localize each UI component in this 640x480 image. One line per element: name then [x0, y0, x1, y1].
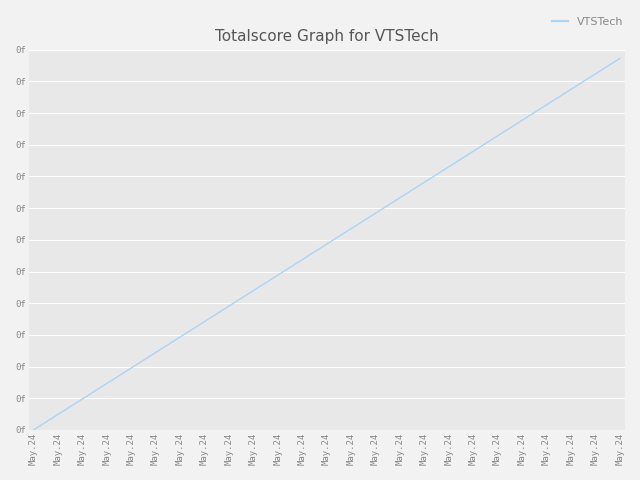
- VTSTech: [152, 350, 159, 356]
- VTSTech: [79, 396, 86, 402]
- VTSTech: [493, 133, 501, 139]
- VTSTech: [200, 319, 208, 324]
- VTSTech: [591, 71, 599, 77]
- VTSTech: [396, 195, 404, 201]
- VTSTech: [127, 365, 135, 371]
- Line: VTSTech: VTSTech: [33, 59, 620, 430]
- Title: Totalscore Graph for VTSTech: Totalscore Graph for VTSTech: [214, 29, 438, 44]
- VTSTech: [445, 164, 452, 170]
- VTSTech: [103, 381, 111, 386]
- VTSTech: [518, 118, 526, 123]
- VTSTech: [29, 427, 37, 433]
- VTSTech: [298, 257, 306, 263]
- VTSTech: [176, 334, 184, 340]
- VTSTech: [372, 210, 380, 216]
- VTSTech: [274, 272, 282, 278]
- VTSTech: [543, 102, 550, 108]
- VTSTech: [347, 226, 355, 232]
- VTSTech: [225, 303, 233, 309]
- VTSTech: [323, 241, 330, 247]
- VTSTech: [567, 86, 575, 92]
- Legend: VTSTech: VTSTech: [547, 13, 628, 32]
- VTSTech: [54, 412, 61, 418]
- VTSTech: [250, 288, 257, 294]
- VTSTech: [469, 148, 477, 154]
- VTSTech: [420, 180, 428, 185]
- VTSTech: [616, 56, 623, 61]
